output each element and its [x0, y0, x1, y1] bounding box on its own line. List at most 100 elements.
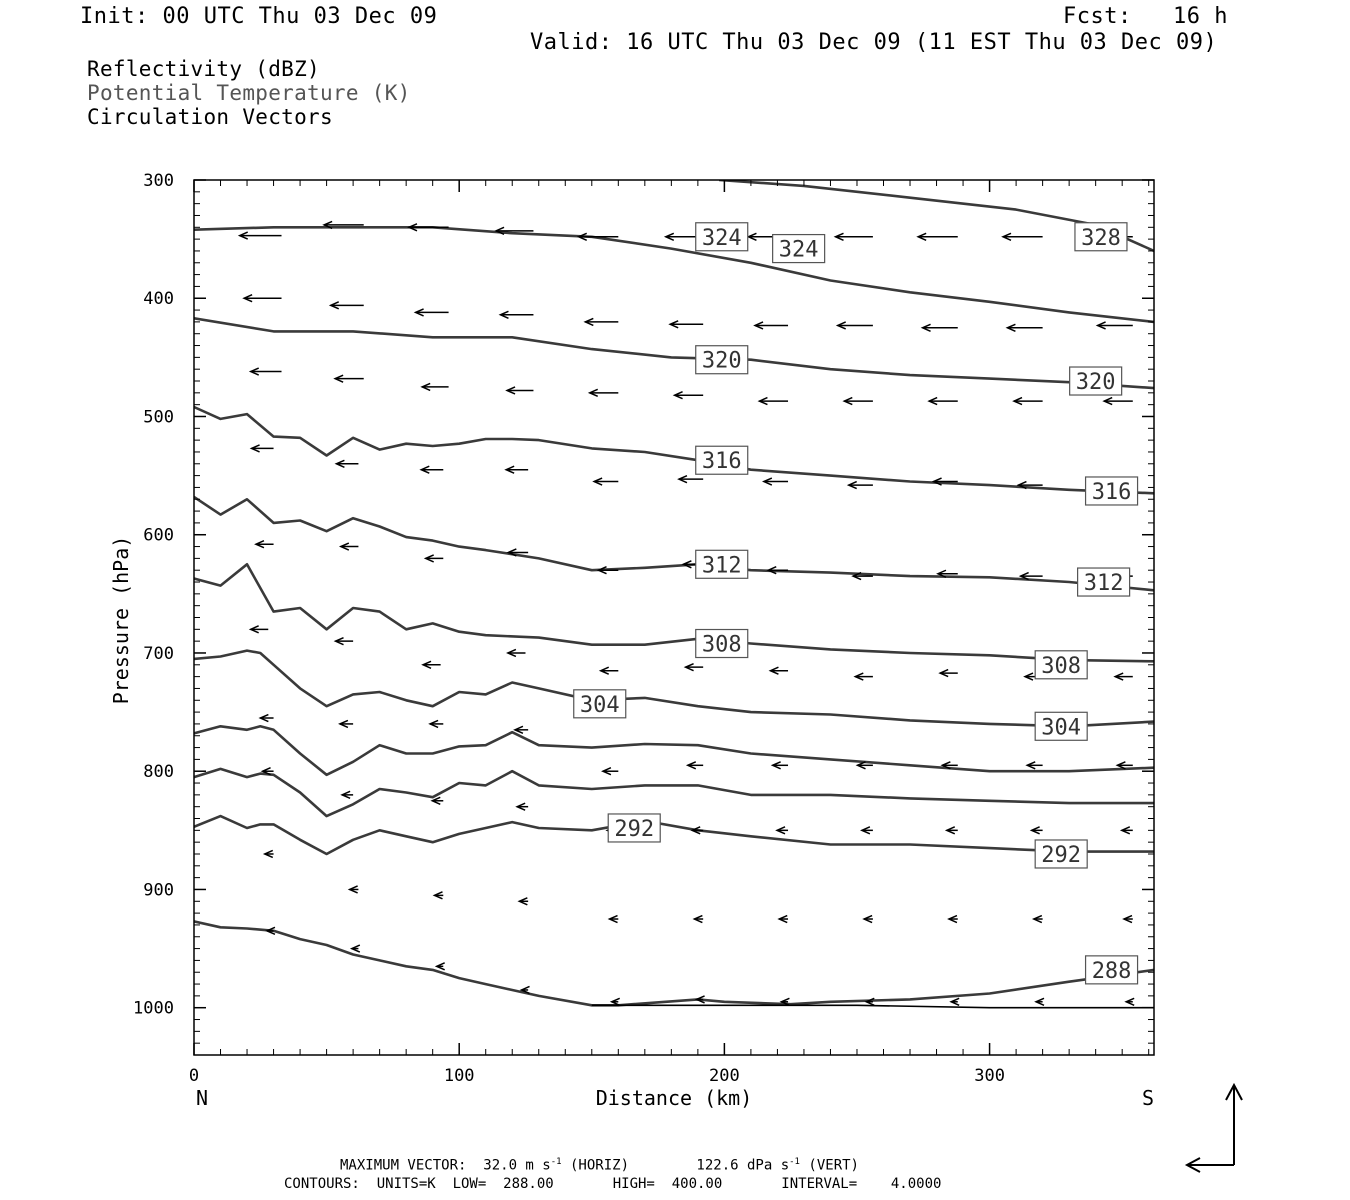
- y-tick-label: 900: [143, 880, 174, 900]
- x-tick-label: 200: [709, 1066, 740, 1086]
- vector-arrowhead: [931, 477, 942, 486]
- contour-label: 312: [695, 549, 749, 579]
- contour-line-surface-11: [591, 1004, 1154, 1009]
- circulation-vector: [1115, 761, 1133, 770]
- vector-arrowhead: [766, 566, 777, 575]
- contour-label-box: [1034, 711, 1088, 741]
- vector-arrowhead: [333, 636, 344, 646]
- vector-arrowhead: [1095, 321, 1106, 330]
- y-axis-label: Pressure (hPa): [109, 536, 133, 705]
- max-vector-note: MAXIMUM VECTOR: 32.0 m s-1 (HORIZ) 122.6…: [340, 1157, 859, 1174]
- vector-arrowhead: [506, 548, 517, 557]
- contour-label-box: [1034, 839, 1088, 869]
- vector-arrowhead: [428, 719, 439, 729]
- circulation-vector: [775, 826, 789, 835]
- contour-label-text: 328: [1081, 226, 1121, 251]
- circulation-vector: [1029, 826, 1043, 835]
- contour-label: 316: [695, 445, 749, 475]
- circulation-vector: [349, 944, 361, 953]
- vector-arrowhead: [1005, 323, 1016, 332]
- circulation-vector: [237, 231, 282, 240]
- circulation-vector: [596, 566, 619, 575]
- contour-label-text: 308: [702, 633, 742, 658]
- vector-arrowhead: [1124, 997, 1135, 1006]
- circulation-vector: [1012, 396, 1043, 406]
- vector-arrowhead: [663, 232, 675, 241]
- circulation-vector: [338, 542, 359, 551]
- vector-arrowhead: [322, 220, 333, 230]
- circulation-vector: [770, 761, 789, 770]
- vector-arrowhead: [936, 569, 947, 578]
- circulation-vector: [260, 767, 274, 776]
- vector-arrowhead: [258, 713, 269, 723]
- circulation-vector: [609, 997, 621, 1006]
- contour-line-296-8: [194, 767, 1154, 818]
- contour-label: 320: [1069, 366, 1123, 396]
- contour-label-box: [695, 549, 749, 579]
- vector-arrowhead: [506, 648, 517, 658]
- vector-arrowhead: [860, 826, 871, 835]
- circulation-vector: [333, 374, 364, 383]
- circulation-vector: [1124, 997, 1135, 1006]
- vector-arrowhead: [1016, 480, 1027, 490]
- circulation-vector: [265, 926, 276, 936]
- contour-label-text: 288: [1092, 959, 1132, 984]
- circulation-vector: [347, 885, 359, 894]
- contour-label-text: 316: [1092, 480, 1132, 505]
- contour-line-324-1: [194, 226, 1154, 324]
- contour-labels: 328 324 324 320 320 316 316 312 312 308 308 304 304 2…: [573, 222, 1139, 985]
- circulation-vector: [328, 301, 364, 310]
- circulation-vector: [851, 571, 873, 581]
- circulation-vector: [434, 962, 445, 971]
- vector-arrowhead: [517, 897, 528, 906]
- vector-arrowhead: [265, 926, 276, 936]
- circulation-vector: [420, 382, 449, 392]
- circulation-vector: [846, 480, 873, 490]
- circulation-vector: [432, 891, 444, 900]
- vector-arrowhead: [683, 662, 694, 672]
- circulation-vector: [1122, 914, 1133, 924]
- vector-arrowhead: [609, 997, 621, 1006]
- circulation-vector: [506, 548, 529, 557]
- circulation-vector: [757, 396, 789, 406]
- vector-arrowhead: [1025, 761, 1036, 770]
- vector-arrowhead: [254, 540, 265, 549]
- circulation-vector: [505, 386, 534, 395]
- init-time: Init: 00 UTC Thu 03 Dec 09: [80, 4, 438, 29]
- vector-arrowhead: [835, 321, 846, 330]
- x-tick-label: 100: [444, 1066, 475, 1086]
- circulation-vector: [927, 396, 958, 406]
- y-tick-label: 300: [143, 171, 174, 191]
- circulation-vector: [1031, 914, 1043, 924]
- circulation-vector: [944, 826, 958, 835]
- contour-label-box: [772, 233, 826, 264]
- vector-arrowhead: [757, 396, 768, 406]
- contour-label: 324: [695, 222, 749, 252]
- vector-arrowhead: [423, 554, 434, 563]
- vector-arrowhead: [681, 560, 692, 569]
- vector-arrowhead: [598, 666, 610, 675]
- contour-label: 292: [1034, 839, 1088, 869]
- contour-label: 324: [772, 233, 826, 264]
- circulation-vector: [1034, 997, 1045, 1006]
- vector-arrowhead: [334, 459, 345, 468]
- x-axis-left-label: N: [196, 1086, 208, 1110]
- circulation-vector: [1119, 826, 1133, 835]
- x-tick-label: 0: [189, 1066, 199, 1086]
- contour-label-text: 292: [1041, 843, 1081, 868]
- vector-arrowhead: [855, 761, 866, 770]
- circulation-vector: [333, 636, 354, 646]
- circulation-vector: [262, 849, 274, 859]
- circulation-vector: [419, 465, 444, 474]
- circulation-vector: [761, 477, 789, 486]
- circulation-vector: [587, 388, 619, 398]
- vector-arrowhead: [777, 914, 788, 924]
- vector-arrowhead: [587, 388, 599, 398]
- vector-arrowhead: [685, 761, 697, 770]
- contour-settings-note: CONTOURS: UNITS=K LOW= 288.00 HIGH= 400.…: [284, 1176, 942, 1192]
- vector-arrowhead: [430, 796, 441, 805]
- reference-vector-icon: [1184, 1082, 1243, 1173]
- circulation-vector: [835, 321, 873, 330]
- circulation-vector: [258, 713, 274, 723]
